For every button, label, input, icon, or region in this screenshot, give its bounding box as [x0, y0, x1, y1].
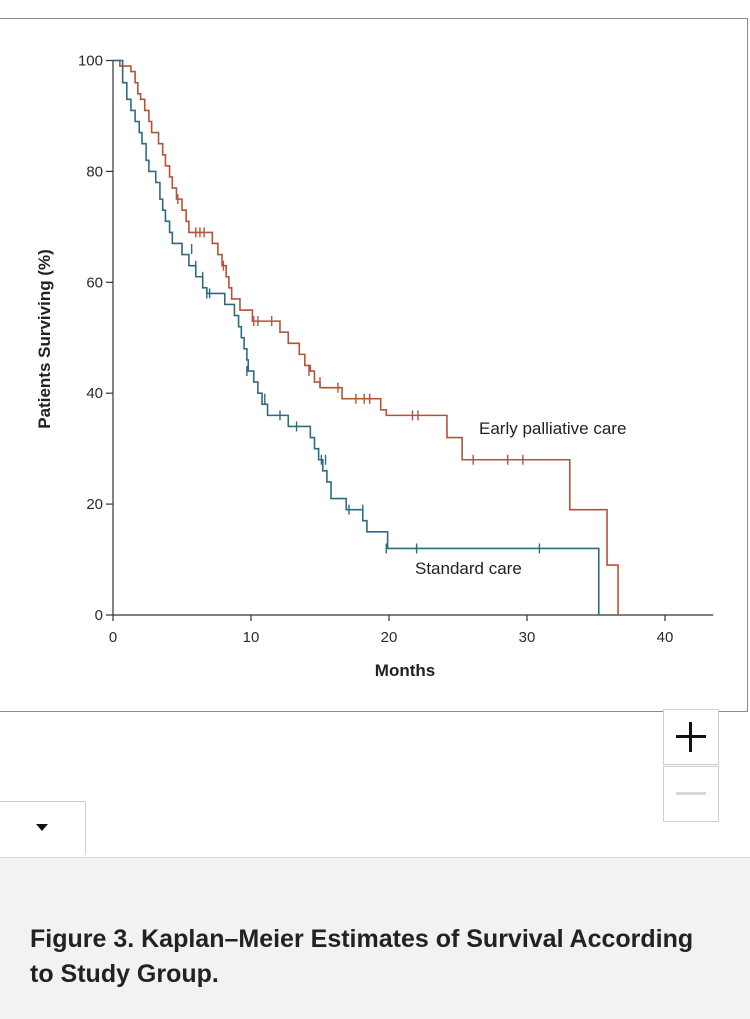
caption-panel: Figure 3. Kaplan–Meier Estimates of Surv…: [0, 857, 750, 1019]
x-tick-label: 30: [519, 629, 536, 646]
plus-icon: [664, 710, 720, 766]
series-label-early-palliative-care: Early palliative care: [479, 419, 626, 438]
x-tick-label: 0: [109, 629, 117, 646]
y-tick-label: 0: [95, 607, 103, 624]
minus-icon: [664, 767, 720, 823]
y-tick-label: 60: [86, 274, 103, 291]
x-tick-label: 20: [381, 629, 398, 646]
series-line-early-palliative-care: [113, 59, 619, 615]
figure-frame: 0 20 40 60 80 100 0 10 20 30 40 Patients Surviving…: [0, 18, 748, 712]
x-tick-label: 40: [657, 629, 674, 646]
dropdown-toggle[interactable]: [0, 801, 86, 855]
y-tick-label: 20: [86, 496, 103, 513]
y-axis-title: Patients Surviving (%): [35, 249, 54, 428]
x-axis-title: Months: [375, 661, 435, 680]
figure-caption: Figure 3. Kaplan–Meier Estimates of Surv…: [30, 925, 694, 988]
y-tick-label: 40: [86, 385, 103, 402]
y-tick-label: 80: [86, 163, 103, 180]
series-line-standard-care: [113, 59, 600, 615]
km-chart: 0 20 40 60 80 100 0 10 20 30 40 Patients Surviving…: [35, 53, 714, 680]
zoom-out-button[interactable]: [663, 766, 719, 822]
axes: 0 20 40 60 80 100 0 10 20 30 40: [78, 53, 714, 646]
caret-down-icon: [36, 824, 48, 831]
x-tick-label: 10: [243, 629, 260, 646]
zoom-in-button[interactable]: [663, 709, 719, 765]
series-label-standard-care: Standard care: [415, 559, 522, 578]
y-tick-label: 100: [78, 53, 103, 70]
series-layer: [113, 59, 619, 615]
